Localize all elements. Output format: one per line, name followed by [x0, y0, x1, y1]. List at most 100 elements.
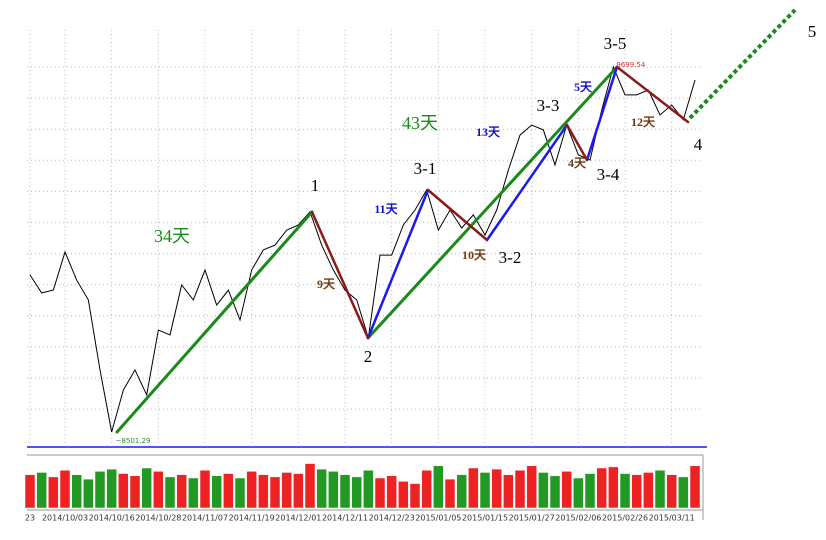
volume-bar — [444, 478, 456, 509]
x-tick-label: 23 — [25, 514, 35, 523]
volume-bar — [223, 473, 234, 509]
x-tick-label: 2014/12/11 — [322, 514, 368, 523]
volume-bar — [94, 471, 106, 509]
volume-bar — [619, 473, 631, 509]
volume-bar — [468, 467, 479, 509]
volume-bar — [479, 472, 491, 509]
volume-bar — [199, 469, 211, 509]
wave-red — [310, 210, 370, 340]
price-label: 9699.54 — [616, 61, 645, 69]
volume-bar — [234, 477, 246, 509]
volume-bar — [164, 476, 176, 509]
volume-bar — [246, 471, 257, 509]
volume-bar — [118, 473, 129, 509]
volume-bar — [269, 476, 281, 509]
annotation: 12天 — [631, 115, 656, 129]
x-tick-label: 2015/01/27 — [509, 514, 555, 523]
annotation: 3-1 — [414, 159, 437, 178]
volume-bar — [514, 469, 526, 509]
volume-bar — [36, 472, 47, 509]
annotation: 4天 — [568, 156, 587, 170]
x-tick-label: 2014/10/03 — [42, 514, 88, 523]
volume-bar — [538, 472, 549, 509]
volume-bar — [421, 469, 432, 509]
wave-red — [565, 123, 589, 162]
volume-bar — [503, 474, 514, 509]
volume-bar — [491, 468, 502, 509]
x-tick-label: 2014/12/01 — [275, 514, 321, 523]
volume-bar — [351, 476, 362, 509]
volume-bar — [106, 468, 117, 509]
annotation: 3-5 — [604, 34, 627, 53]
volume-bar — [643, 472, 654, 509]
volume-bar — [433, 465, 444, 509]
annotation: 1 — [311, 176, 320, 195]
volume-bar — [188, 477, 199, 509]
volume-bar — [526, 465, 537, 509]
volume-bar — [339, 474, 351, 509]
x-tick-label: 2014/12/23 — [369, 514, 415, 523]
wave-blue — [585, 65, 619, 162]
wave-red — [426, 188, 489, 242]
volume-bar — [129, 475, 141, 509]
volume-bar — [48, 476, 59, 509]
x-tick-label: 2015/03/11 — [649, 514, 695, 523]
volume-bar — [584, 473, 596, 509]
annotation: 13天 — [476, 125, 501, 139]
annotation: 34天 — [154, 226, 190, 246]
wave-green-dotted — [688, 8, 797, 120]
annotation: 5天 — [574, 80, 593, 94]
volume-bar — [666, 474, 677, 509]
wave-green — [366, 65, 619, 340]
volume-bar — [258, 474, 269, 509]
volume-bar — [83, 478, 94, 509]
volume-bar — [211, 475, 222, 509]
price-label: ~8501.29 — [116, 437, 151, 445]
annotation: 3-4 — [597, 165, 620, 184]
volume-bar — [293, 473, 304, 509]
volume-bar — [176, 474, 187, 509]
x-tick-label: 2014/11/19 — [229, 514, 275, 523]
volume-bar — [24, 474, 36, 509]
annotation: 5 — [808, 22, 817, 41]
volume-bar — [141, 467, 152, 509]
volume-bar — [153, 471, 164, 509]
volume-bar — [398, 481, 409, 509]
annotation: 3-3 — [537, 96, 560, 115]
annotation: 9天 — [317, 277, 336, 291]
annotation: 2 — [364, 347, 373, 366]
annotation: 43天 — [402, 113, 438, 133]
x-tick-label: 2015/01/05 — [415, 514, 461, 523]
x-tick-label: 2014/10/16 — [89, 514, 135, 523]
wave-lines — [115, 8, 797, 434]
volume-bar — [363, 469, 374, 509]
volume-bar — [549, 475, 561, 509]
wave-blue — [366, 188, 430, 340]
x-tick-label: 2015/02/26 — [602, 514, 648, 523]
volume-bar — [281, 472, 292, 509]
x-tick-label: 2014/11/07 — [182, 514, 228, 523]
annotation: 11天 — [374, 202, 398, 216]
annotation: 3-2 — [499, 248, 522, 267]
volume-bar — [654, 469, 666, 509]
volume-bar — [456, 474, 467, 509]
wave-blue — [485, 123, 569, 242]
volume-bar — [689, 465, 701, 509]
volume-bar — [304, 463, 316, 509]
volume-bar — [631, 474, 642, 509]
grid — [24, 30, 707, 520]
volume-bar — [573, 477, 584, 509]
x-tick-label: 2015/02/06 — [555, 514, 601, 523]
volume-bar — [561, 471, 572, 509]
volume-bar — [386, 475, 397, 509]
volume-bar — [374, 477, 386, 509]
volume-bar — [608, 466, 619, 509]
volume-bar — [328, 471, 339, 509]
volume-bar — [316, 468, 327, 509]
volume-bar — [409, 483, 421, 509]
annotation: 4 — [694, 135, 703, 154]
volume-bar — [59, 469, 71, 509]
wave-red — [615, 65, 690, 124]
price-line — [29, 65, 696, 433]
